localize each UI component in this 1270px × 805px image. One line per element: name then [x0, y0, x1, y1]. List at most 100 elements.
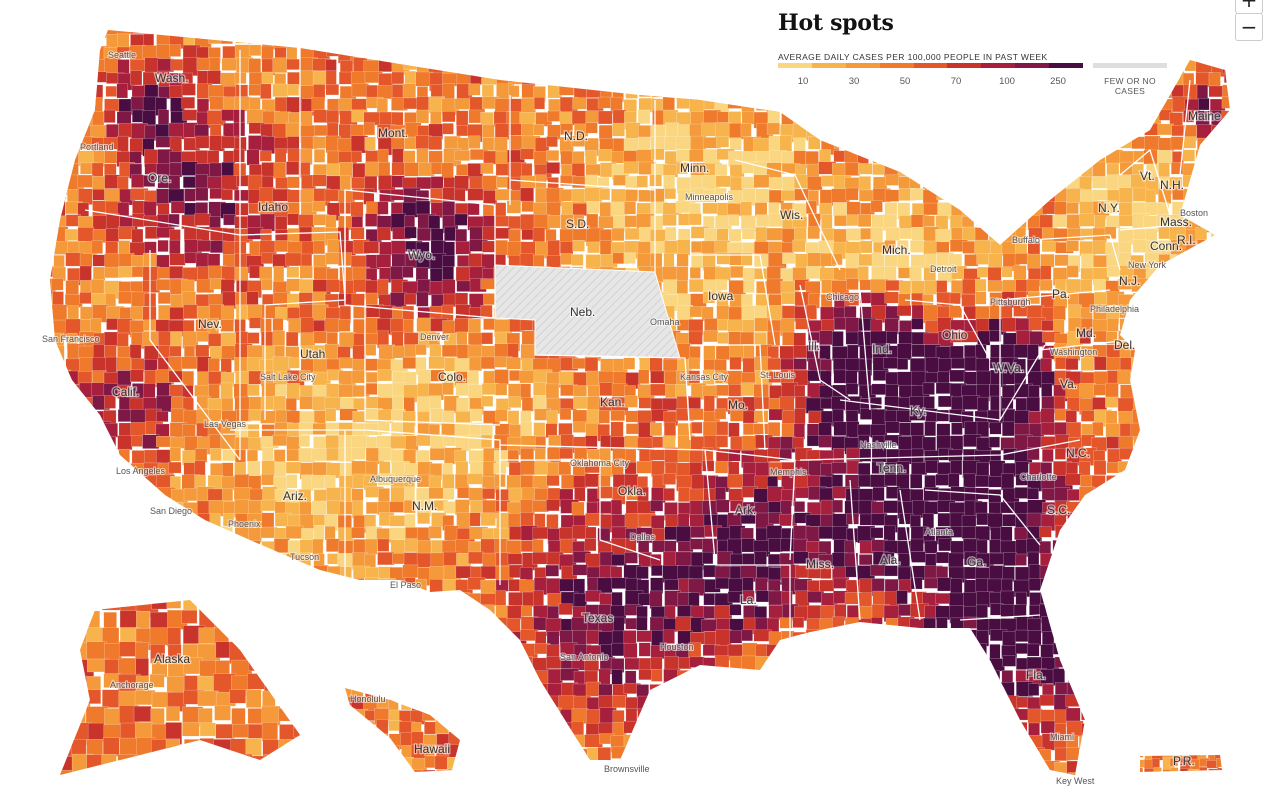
county-cell[interactable]	[1065, 122, 1082, 138]
county-cell[interactable]	[963, 655, 975, 671]
county-cell[interactable]	[1120, 514, 1134, 527]
county-cell[interactable]	[482, 670, 496, 683]
county-cell[interactable]	[819, 111, 838, 123]
county-cell[interactable]	[1104, 486, 1117, 504]
county-cell[interactable]	[1169, 695, 1183, 710]
county-cell[interactable]	[494, 44, 512, 59]
county-cell[interactable]	[807, 643, 823, 657]
county-cell[interactable]	[1223, 461, 1238, 480]
county-cell[interactable]	[871, 671, 887, 688]
county-cell[interactable]	[961, 85, 978, 102]
county-cell[interactable]	[54, 603, 69, 620]
county-cell[interactable]	[727, 57, 741, 71]
county-cell[interactable]	[51, 359, 64, 374]
county-cell[interactable]	[182, 370, 194, 387]
county-cell[interactable]	[247, 460, 261, 476]
county-cell[interactable]	[795, 97, 809, 116]
county-cell[interactable]	[442, 410, 455, 424]
county-cell[interactable]	[131, 552, 148, 569]
county-cell[interactable]	[585, 150, 597, 165]
county-cell[interactable]	[753, 174, 770, 188]
county-cell[interactable]	[663, 488, 675, 501]
county-cell[interactable]	[911, 99, 930, 113]
county-cell[interactable]	[169, 239, 181, 256]
county-cell[interactable]	[352, 345, 367, 362]
county-cell[interactable]	[104, 514, 118, 532]
county-cell[interactable]	[624, 189, 638, 202]
county-cell[interactable]	[351, 630, 363, 648]
county-cell[interactable]	[260, 631, 274, 645]
county-cell[interactable]	[262, 592, 277, 603]
county-cell[interactable]	[78, 409, 90, 425]
county-cell[interactable]	[1237, 656, 1251, 668]
county-cell[interactable]	[924, 111, 944, 127]
county-cell[interactable]	[651, 460, 665, 477]
county-cell[interactable]	[1013, 265, 1027, 282]
county-cell[interactable]	[273, 538, 290, 553]
county-cell[interactable]	[1197, 670, 1210, 688]
county-cell[interactable]	[870, 397, 882, 409]
county-cell[interactable]	[728, 578, 743, 593]
county-cell[interactable]	[872, 487, 885, 502]
county-cell[interactable]	[1078, 122, 1094, 139]
county-cell[interactable]	[247, 20, 263, 31]
county-cell[interactable]	[144, 489, 162, 506]
county-cell[interactable]	[455, 656, 468, 670]
county-cell[interactable]	[664, 240, 678, 255]
county-cell[interactable]	[1039, 540, 1052, 555]
county-cell[interactable]	[599, 32, 618, 48]
county-cell[interactable]	[1171, 500, 1185, 517]
county-cell[interactable]	[1184, 527, 1196, 545]
county-cell[interactable]	[495, 617, 508, 633]
county-cell[interactable]	[39, 216, 53, 229]
county-cell[interactable]	[130, 369, 144, 382]
county-cell[interactable]	[923, 710, 940, 726]
county-cell[interactable]	[585, 590, 602, 602]
county-cell[interactable]	[507, 410, 520, 426]
county-cell[interactable]	[326, 33, 344, 48]
county-cell[interactable]	[454, 616, 470, 634]
county-cell[interactable]	[1027, 643, 1040, 657]
county-cell[interactable]	[457, 644, 470, 658]
county-cell[interactable]	[884, 410, 898, 424]
county-cell[interactable]	[858, 370, 872, 387]
county-cell[interactable]	[364, 136, 376, 151]
county-cell[interactable]	[963, 538, 979, 554]
county-cell[interactable]	[299, 304, 315, 319]
county-cell[interactable]	[1198, 644, 1211, 661]
county-cell[interactable]	[506, 695, 520, 713]
county-cell[interactable]	[1158, 696, 1172, 708]
county-cell[interactable]	[92, 266, 106, 281]
county-cell[interactable]	[988, 123, 1002, 141]
county-cell[interactable]	[143, 383, 156, 399]
county-cell[interactable]	[1092, 240, 1107, 255]
county-cell[interactable]	[806, 435, 821, 447]
county-cell[interactable]	[1027, 98, 1042, 116]
county-cell[interactable]	[482, 124, 495, 138]
county-cell[interactable]	[546, 656, 562, 669]
county-cell[interactable]	[468, 551, 485, 564]
county-cell[interactable]	[1197, 384, 1209, 397]
county-cell[interactable]	[390, 19, 403, 33]
county-cell[interactable]	[805, 304, 817, 320]
county-cell[interactable]	[195, 187, 209, 201]
county-cell[interactable]	[1131, 357, 1143, 372]
county-cell[interactable]	[495, 656, 514, 668]
county-cell[interactable]	[987, 111, 1001, 125]
county-cell[interactable]	[676, 253, 689, 267]
county-cell[interactable]	[169, 162, 183, 178]
county-cell[interactable]	[599, 382, 614, 396]
county-cell[interactable]	[1133, 436, 1146, 450]
county-cell[interactable]	[860, 122, 875, 136]
county-cell[interactable]	[1117, 684, 1130, 699]
county-cell[interactable]	[233, 148, 245, 163]
county-cell[interactable]	[351, 527, 365, 539]
county-cell[interactable]	[351, 447, 366, 460]
county-cell[interactable]	[780, 630, 795, 649]
county-cell[interactable]	[300, 605, 317, 617]
county-cell[interactable]	[454, 46, 472, 61]
county-cell[interactable]	[1054, 161, 1072, 175]
county-cell[interactable]	[273, 618, 285, 630]
county-cell[interactable]	[1131, 617, 1147, 636]
